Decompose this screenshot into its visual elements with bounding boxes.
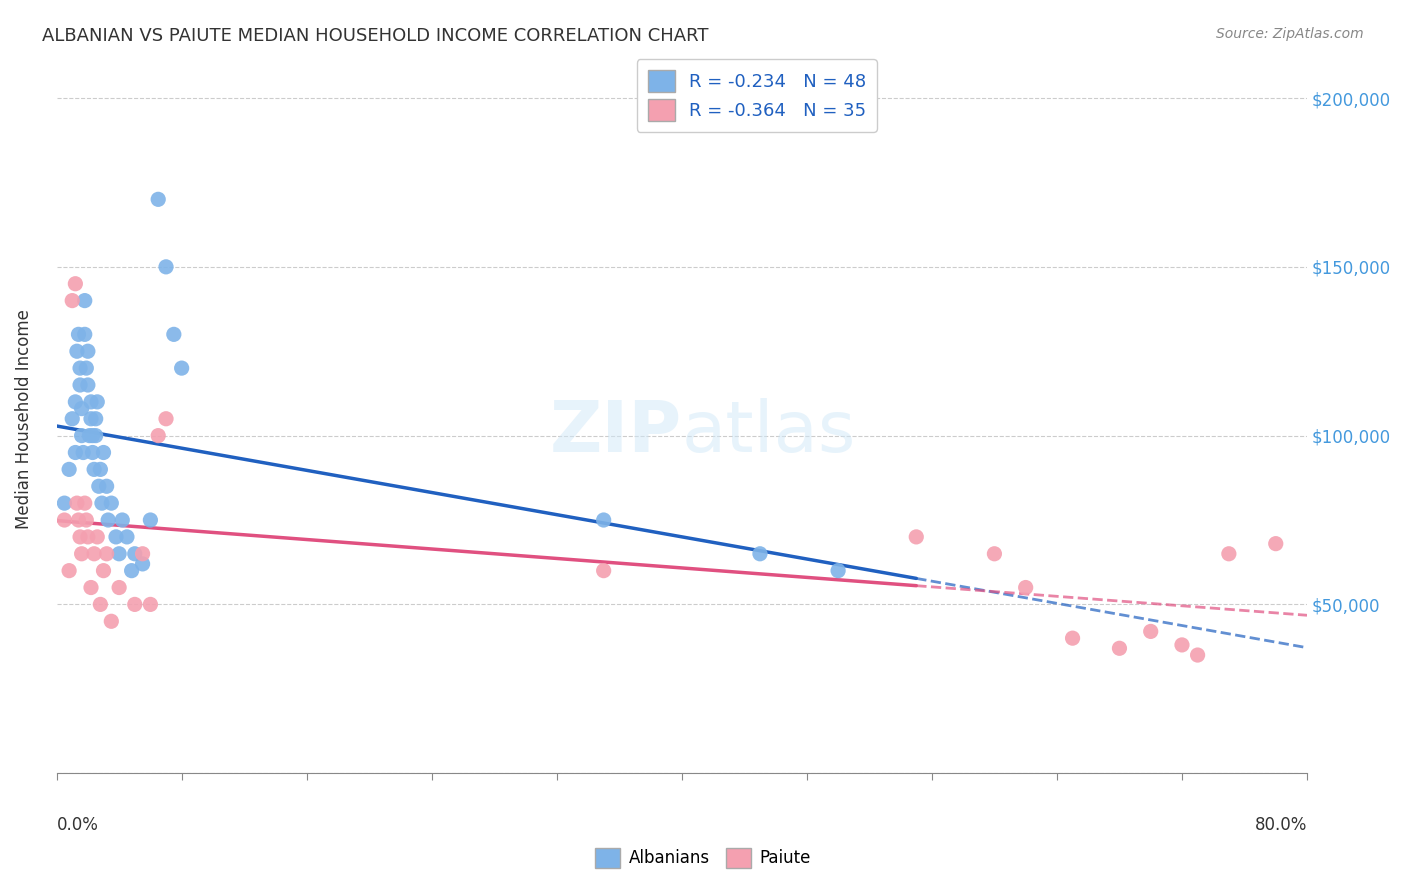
Point bbox=[73, 327, 96, 342]
Point bbox=[1014, 581, 1036, 595]
Point bbox=[67, 327, 90, 342]
Point bbox=[91, 496, 114, 510]
Point bbox=[84, 428, 107, 442]
Point bbox=[148, 428, 170, 442]
Point bbox=[80, 395, 103, 409]
Point bbox=[69, 530, 91, 544]
Point bbox=[749, 547, 772, 561]
Y-axis label: Median Household Income: Median Household Income bbox=[15, 309, 32, 529]
Point bbox=[66, 344, 89, 359]
Point bbox=[1171, 638, 1194, 652]
Point bbox=[76, 378, 98, 392]
Point bbox=[100, 496, 122, 510]
Point bbox=[72, 445, 94, 459]
Point bbox=[108, 547, 131, 561]
Point bbox=[60, 411, 83, 425]
Point bbox=[69, 378, 91, 392]
Point bbox=[58, 564, 80, 578]
Point bbox=[80, 581, 103, 595]
Point bbox=[155, 411, 177, 425]
Point bbox=[86, 530, 108, 544]
Point bbox=[89, 462, 111, 476]
Point bbox=[65, 445, 87, 459]
Point bbox=[75, 513, 97, 527]
Text: ALBANIAN VS PAIUTE MEDIAN HOUSEHOLD INCOME CORRELATION CHART: ALBANIAN VS PAIUTE MEDIAN HOUSEHOLD INCO… bbox=[42, 27, 709, 45]
Point bbox=[65, 395, 87, 409]
Point bbox=[53, 496, 76, 510]
Point bbox=[96, 547, 118, 561]
Point bbox=[70, 547, 93, 561]
Point bbox=[96, 479, 118, 493]
Point bbox=[108, 581, 131, 595]
Point bbox=[65, 277, 87, 291]
Point bbox=[139, 598, 162, 612]
Point bbox=[58, 462, 80, 476]
Legend: Albanians, Paiute: Albanians, Paiute bbox=[589, 841, 817, 875]
Point bbox=[93, 564, 115, 578]
Point bbox=[1218, 547, 1240, 561]
Text: Source: ZipAtlas.com: Source: ZipAtlas.com bbox=[1216, 27, 1364, 41]
Point bbox=[66, 496, 89, 510]
Point bbox=[111, 513, 134, 527]
Point bbox=[80, 411, 103, 425]
Point bbox=[84, 411, 107, 425]
Point bbox=[86, 395, 108, 409]
Point bbox=[139, 513, 162, 527]
Point bbox=[131, 547, 153, 561]
Text: 0.0%: 0.0% bbox=[56, 815, 98, 834]
Point bbox=[592, 564, 614, 578]
Point bbox=[53, 513, 76, 527]
Point bbox=[67, 513, 90, 527]
Point bbox=[983, 547, 1005, 561]
Point bbox=[70, 401, 93, 416]
Point bbox=[105, 530, 128, 544]
Point bbox=[87, 479, 110, 493]
Point bbox=[827, 564, 849, 578]
Point bbox=[163, 327, 186, 342]
Point bbox=[83, 547, 105, 561]
Point bbox=[124, 598, 146, 612]
Point bbox=[170, 361, 193, 376]
Point bbox=[121, 564, 143, 578]
Point bbox=[93, 445, 115, 459]
Point bbox=[1264, 536, 1286, 550]
Point bbox=[79, 428, 101, 442]
Point bbox=[69, 361, 91, 376]
Point bbox=[73, 496, 96, 510]
Point bbox=[97, 513, 120, 527]
Point bbox=[83, 462, 105, 476]
Point bbox=[1187, 648, 1209, 662]
Point bbox=[70, 428, 93, 442]
Point bbox=[82, 428, 104, 442]
Text: 80.0%: 80.0% bbox=[1254, 815, 1308, 834]
Point bbox=[89, 598, 111, 612]
Point bbox=[60, 293, 83, 308]
Point bbox=[155, 260, 177, 274]
Point bbox=[1108, 641, 1130, 656]
Point bbox=[148, 192, 170, 206]
Point bbox=[1062, 631, 1084, 645]
Point bbox=[82, 445, 104, 459]
Text: atlas: atlas bbox=[682, 399, 856, 467]
Point bbox=[76, 344, 98, 359]
Point bbox=[76, 530, 98, 544]
Point bbox=[73, 293, 96, 308]
Point bbox=[131, 557, 153, 571]
Point bbox=[905, 530, 928, 544]
Point bbox=[592, 513, 614, 527]
Point bbox=[115, 530, 138, 544]
Text: ZIP: ZIP bbox=[550, 399, 682, 467]
Legend: R = -0.234   N = 48, R = -0.364   N = 35: R = -0.234 N = 48, R = -0.364 N = 35 bbox=[637, 59, 877, 132]
Point bbox=[124, 547, 146, 561]
Point bbox=[75, 361, 97, 376]
Point bbox=[100, 615, 122, 629]
Point bbox=[1139, 624, 1161, 639]
